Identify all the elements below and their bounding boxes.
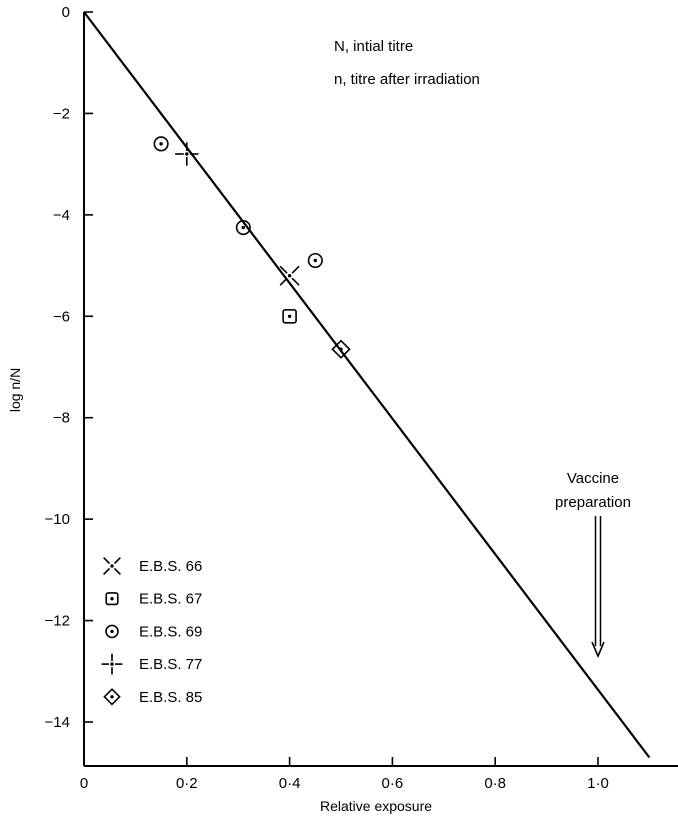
legend-label: E.B.S. 67	[139, 591, 202, 608]
legend-marker	[103, 557, 121, 575]
data-point	[331, 339, 351, 359]
legend-marker	[101, 653, 123, 675]
note-initial-titre: N, intial titre	[334, 38, 413, 55]
legend-label: E.B.S. 77	[139, 656, 202, 673]
data-point	[153, 136, 169, 152]
y-tick-label: −10	[45, 511, 70, 528]
data-points	[153, 136, 351, 359]
y-tick-label: −8	[53, 410, 70, 427]
legend-label: E.B.S. 85	[139, 689, 202, 706]
y-axis-label: log n/N	[7, 368, 23, 412]
x-axis-label: Relative exposure	[320, 798, 432, 814]
data-point	[235, 219, 251, 236]
legend: E.B.S. 66 E.B.S. 67 E.B.S. 69 E.B.S. 77 E.B.…	[101, 557, 202, 706]
x-tick-label: 0·8	[484, 775, 506, 792]
x-tick-label: 1·0	[587, 775, 609, 792]
data-point	[307, 252, 323, 269]
y-tick-label: 0	[62, 4, 70, 21]
note-titre-after-irradiation: n, titre after irradiation	[334, 71, 480, 88]
x-tick-label: 0	[80, 775, 88, 792]
legend-label: E.B.S. 66	[139, 558, 202, 575]
legend-label: E.B.S. 69	[139, 623, 202, 640]
x-tick-label: 0·2	[176, 775, 198, 792]
annotation-preparation: preparation	[555, 494, 631, 511]
fit-line	[83, 11, 651, 759]
fit-line-group	[83, 11, 651, 759]
y-tick-label: −14	[45, 714, 70, 731]
data-point	[282, 309, 297, 324]
x-tick-label: 0·6	[382, 775, 404, 792]
arrow-head	[591, 641, 605, 659]
legend-marker	[105, 624, 119, 639]
y-tick-label: −4	[53, 207, 70, 224]
data-point	[279, 265, 300, 286]
annotation-vaccine: Vaccine	[567, 470, 619, 487]
y-tick-label: −12	[45, 613, 70, 630]
x-tick-label: 0·4	[279, 775, 301, 792]
annotation-arrow	[591, 516, 605, 659]
axes	[83, 12, 678, 767]
legend-marker	[103, 688, 121, 706]
y-tick-label: −6	[53, 308, 70, 325]
legend-marker	[105, 592, 119, 606]
data-point	[175, 142, 199, 166]
y-tick-label: −2	[53, 105, 70, 122]
ticks: 0 0·2 0·4 0·6 0·8 1·0 0 −2 −4 −6 −8 −10 −12 −14	[45, 4, 609, 792]
